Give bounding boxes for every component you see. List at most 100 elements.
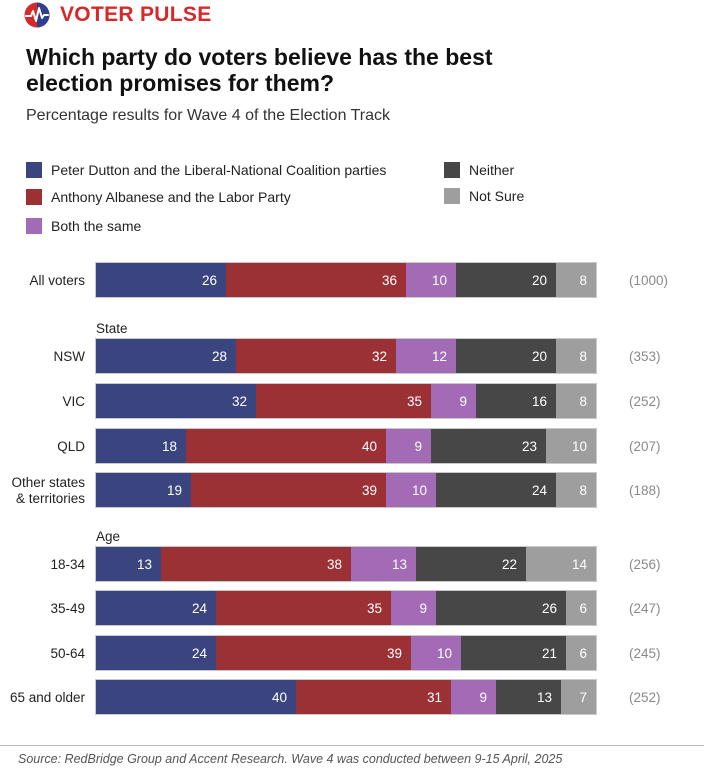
sample-size-other-states-territories: (188) <box>629 483 661 498</box>
bar-segment-50-64-anthony-albanese-and-the <box>216 636 411 670</box>
data-label-all-voters-3: 20 <box>532 273 547 288</box>
data-label-nsw-2: 12 <box>432 349 447 364</box>
footer-divider <box>0 745 704 746</box>
data-label-65-and-older-0: 40 <box>272 690 287 705</box>
data-label-all-voters-1: 36 <box>382 273 397 288</box>
data-label-vic-3: 16 <box>532 394 547 409</box>
bar-outline-65-and-older <box>95 679 597 715</box>
data-label-all-voters-0: 26 <box>202 273 217 288</box>
row-label-35-49: 35-49 <box>50 601 85 616</box>
data-label-35-49-4: 6 <box>579 601 587 616</box>
data-label-nsw-0: 28 <box>212 349 227 364</box>
data-label-nsw-3: 20 <box>532 349 547 364</box>
source-note: Source: RedBridge Group and Accent Resea… <box>18 752 563 766</box>
data-label-qld-0: 18 <box>162 439 177 454</box>
chart-subtitle: Percentage results for Wave 4 of the Ele… <box>26 107 391 124</box>
legend-item-not-sure: Not Sure <box>444 188 524 204</box>
sample-size-qld: (207) <box>629 439 661 454</box>
legend-swatch-coalition <box>26 162 42 178</box>
bar-segment-vic-neither <box>476 384 556 418</box>
data-label-other-states-territories-3: 24 <box>532 483 548 498</box>
data-label-18-34-4: 14 <box>572 557 588 572</box>
data-label-other-states-territories-4: 8 <box>579 483 587 498</box>
legend-swatch-both-same <box>26 218 42 234</box>
bar-segment-other-states-territories-not-sure <box>556 473 596 507</box>
data-label-other-states-territories-0: 19 <box>167 483 182 498</box>
bar-segment-35-49-both-the-same <box>391 591 436 625</box>
bar-segment-other-states-territories-peter-dutton-and-the-lib <box>96 473 191 507</box>
bar-segment-qld-anthony-albanese-and-the <box>186 429 386 463</box>
legend-label-neither: Neither <box>469 162 515 178</box>
bar-segment-35-49-not-sure <box>566 591 596 625</box>
bar-segment-qld-both-the-same <box>386 429 431 463</box>
data-label-vic-2: 9 <box>459 394 467 409</box>
data-label-50-64-1: 39 <box>387 646 402 661</box>
data-label-35-49-0: 24 <box>192 601 208 616</box>
brand-name-part1: VOTER <box>60 3 134 26</box>
sample-size-all-voters: (1000) <box>629 273 668 288</box>
bar-segment-35-49-peter-dutton-and-the-lib <box>96 591 216 625</box>
brand-logo-group: VOTER PULSE <box>24 2 212 28</box>
data-label-65-and-older-2: 9 <box>479 690 487 705</box>
data-label-65-and-older-3: 13 <box>537 690 552 705</box>
bar-segment-nsw-peter-dutton-and-the-lib <box>96 339 236 373</box>
bar-outline-qld <box>95 428 597 464</box>
bar-segment-50-64-both-the-same <box>411 636 461 670</box>
bar-segment-qld-neither <box>431 429 546 463</box>
data-label-vic-0: 32 <box>232 394 247 409</box>
data-label-65-and-older-4: 7 <box>579 690 587 705</box>
bar-segment-all-voters-anthony-albanese-and-the <box>226 263 406 297</box>
data-label-50-64-2: 10 <box>437 646 452 661</box>
bar-segment-qld-not-sure <box>546 429 596 463</box>
bar-segment-65-and-older-not-sure <box>561 680 596 714</box>
data-label-18-34-0: 13 <box>137 557 152 572</box>
bar-segment-18-34-neither <box>416 547 526 581</box>
bar-segment-18-34-peter-dutton-and-the-lib <box>96 547 161 581</box>
bar-segment-nsw-not-sure <box>556 339 596 373</box>
row-label-18-34: 18-34 <box>50 557 85 572</box>
row-label-all-voters: All voters <box>29 273 85 288</box>
group-heading-state: State <box>96 321 128 336</box>
row-label-65-and-older: 65 and older <box>10 690 86 705</box>
bar-segment-all-voters-both-the-same <box>406 263 456 297</box>
legend-swatch-labor <box>26 189 42 205</box>
data-label-nsw-4: 8 <box>579 349 587 364</box>
bar-outline-18-34 <box>95 546 597 582</box>
bar-segment-50-64-not-sure <box>566 636 596 670</box>
bar-segment-all-voters-peter-dutton-and-the-lib <box>96 263 226 297</box>
data-label-35-49-3: 26 <box>542 601 557 616</box>
bar-segment-vic-both-the-same <box>431 384 476 418</box>
data-label-nsw-1: 32 <box>372 349 387 364</box>
data-label-qld-1: 40 <box>362 439 377 454</box>
bar-segment-all-voters-neither <box>456 263 556 297</box>
data-label-18-34-2: 13 <box>392 557 407 572</box>
data-label-50-64-4: 6 <box>579 646 587 661</box>
legend-item-neither: Neither <box>444 162 514 178</box>
data-label-qld-3: 23 <box>522 439 537 454</box>
data-label-50-64-3: 21 <box>542 646 557 661</box>
bar-outline-other-states-territories <box>95 472 597 508</box>
sample-size-nsw: (353) <box>629 349 661 364</box>
legend-swatch-neither <box>444 162 460 178</box>
data-label-vic-1: 35 <box>407 394 422 409</box>
bar-segment-qld-peter-dutton-and-the-lib <box>96 429 186 463</box>
bar-outline-nsw <box>95 338 597 374</box>
sample-size-35-49: (247) <box>629 601 661 616</box>
bar-segment-nsw-neither <box>456 339 556 373</box>
sample-size-65-and-older: (252) <box>629 690 661 705</box>
row-label-50-64: 50-64 <box>50 646 85 661</box>
bar-segment-50-64-neither <box>461 636 566 670</box>
data-label-35-49-2: 9 <box>419 601 427 616</box>
legend-label-labor: Anthony Albanese and the Labor Party <box>51 189 291 205</box>
bar-outline-50-64 <box>95 635 597 671</box>
data-label-other-states-territories-2: 10 <box>412 483 427 498</box>
legend-item-coalition: Peter Dutton and the Liberal-National Co… <box>26 162 386 178</box>
data-label-qld-4: 10 <box>572 439 587 454</box>
bar-segment-65-and-older-peter-dutton-and-the-lib <box>96 680 296 714</box>
bar-segment-65-and-older-neither <box>496 680 561 714</box>
row-label-other-states-territories: Other states & territories <box>11 475 85 506</box>
brand-name-part2: PULSE <box>139 3 212 26</box>
legend-item-labor: Anthony Albanese and the Labor Party <box>26 189 291 205</box>
pulse-logo-icon <box>24 2 50 28</box>
bar-segment-other-states-territories-neither <box>436 473 556 507</box>
